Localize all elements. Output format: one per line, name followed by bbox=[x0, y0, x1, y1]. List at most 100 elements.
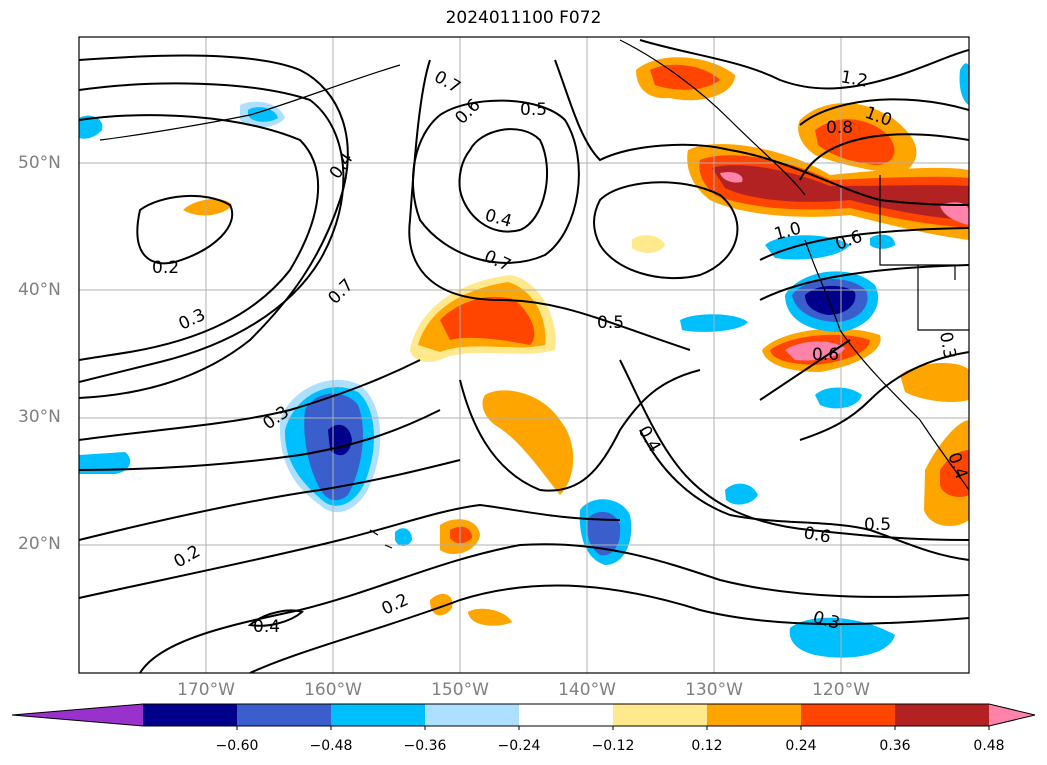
negative-anomaly-area bbox=[805, 285, 856, 315]
negative-anomaly-area bbox=[248, 107, 278, 122]
lon-tick-label: 120°W bbox=[812, 680, 870, 700]
contour-label: 0.7 bbox=[324, 275, 357, 308]
positive-anomaly-area bbox=[815, 119, 895, 165]
contour-line bbox=[759, 339, 851, 401]
contour-line bbox=[759, 264, 969, 301]
contour-label: 0.6 bbox=[833, 227, 865, 255]
positive-anomaly-area bbox=[940, 450, 969, 497]
positive-anomaly-area bbox=[785, 341, 845, 361]
contour-line bbox=[408, 59, 691, 351]
map-title: 2024011100 F072 bbox=[445, 8, 602, 28]
lon-tick-label: 140°W bbox=[558, 680, 616, 700]
positive-anomaly-area bbox=[720, 172, 743, 183]
lat-tick-label: 20°N bbox=[18, 534, 61, 554]
plot-frame bbox=[78, 36, 970, 674]
contour-line bbox=[639, 429, 969, 561]
positive-anomaly-area bbox=[632, 235, 665, 253]
positive-anomaly-area bbox=[900, 363, 969, 403]
contour-label: 0.3 bbox=[176, 305, 209, 335]
colorbar-label: 0.24 bbox=[785, 738, 817, 754]
positive-anomaly-area bbox=[482, 390, 574, 495]
contour-line bbox=[79, 54, 349, 399]
negative-anomaly-area bbox=[870, 234, 895, 249]
contour-lines bbox=[79, 39, 969, 673]
negative-anomaly-area bbox=[725, 483, 758, 505]
colorbar-label: −0.36 bbox=[403, 738, 447, 754]
colorbar-swatch bbox=[613, 704, 708, 726]
lat-tick-label: 50°N bbox=[18, 153, 61, 173]
contour-label: 0.2 bbox=[152, 258, 179, 278]
contour-label: 0.5 bbox=[864, 515, 891, 535]
canada-coast bbox=[619, 39, 806, 196]
contour-line bbox=[249, 584, 969, 673]
positive-anomaly-area bbox=[650, 64, 720, 90]
contour-line bbox=[139, 543, 969, 673]
contour-line bbox=[799, 133, 969, 181]
contour-line bbox=[593, 181, 739, 280]
contour-label: 1.2 bbox=[839, 67, 869, 91]
contour-line bbox=[639, 39, 969, 90]
colorbar-outline bbox=[11, 703, 1036, 727]
colorbar-label: −0.12 bbox=[591, 738, 635, 754]
coastlines bbox=[99, 39, 970, 549]
colorbar-swatch bbox=[237, 704, 332, 726]
positive-anomaly-area bbox=[468, 608, 512, 626]
contour-label: 0.4 bbox=[634, 423, 665, 456]
contour-line bbox=[79, 503, 621, 599]
contour-line bbox=[136, 194, 233, 265]
contour-line bbox=[759, 227, 969, 261]
contour-label: 0.6 bbox=[812, 345, 839, 365]
contour-line bbox=[799, 98, 969, 126]
contour-label: 0.7 bbox=[431, 67, 464, 98]
positive-anomaly-area bbox=[440, 296, 535, 345]
colorbar-swatch bbox=[331, 704, 426, 726]
contour-label: 0.4 bbox=[326, 149, 358, 183]
contour-label: 0.8 bbox=[826, 118, 853, 138]
negative-anomaly-area bbox=[79, 115, 103, 139]
lon-tick-label: 160°W bbox=[304, 680, 362, 700]
contour-line bbox=[79, 82, 345, 383]
colorbar-label: −0.60 bbox=[215, 738, 259, 754]
contour-label: 0.2 bbox=[171, 541, 204, 572]
contour-line bbox=[247, 609, 305, 627]
lon-tick-label: 130°W bbox=[685, 680, 743, 700]
positive-anomaly-area bbox=[450, 526, 472, 544]
negative-anomaly-area bbox=[815, 387, 862, 409]
contour-label: 0.7 bbox=[481, 246, 514, 276]
colorbar-label: −0.24 bbox=[497, 738, 541, 754]
positive-anomaly-area bbox=[940, 202, 969, 225]
colorbar-swatch bbox=[801, 704, 896, 726]
us-west-coast bbox=[804, 239, 970, 491]
negative-anomaly-area bbox=[959, 63, 969, 105]
hawaii-islands bbox=[369, 529, 393, 549]
contour-line bbox=[619, 359, 969, 541]
colorbar-label: 0.36 bbox=[879, 738, 911, 754]
negative-anomaly-area bbox=[789, 617, 895, 658]
contour-line bbox=[458, 128, 548, 233]
state-borders bbox=[879, 175, 969, 331]
lon-tick-label: 150°W bbox=[431, 680, 489, 700]
contour-line bbox=[79, 409, 441, 471]
lon-tick-label: 170°W bbox=[177, 680, 235, 700]
contour-label: 0.6 bbox=[802, 523, 832, 547]
contour-label: 0.6 bbox=[451, 95, 484, 128]
negative-anomaly-area bbox=[79, 452, 131, 474]
colorbar-swatch bbox=[143, 704, 238, 726]
contour-line bbox=[412, 99, 580, 264]
colorbar-swatch bbox=[895, 704, 990, 726]
contour-label: 0.5 bbox=[520, 100, 547, 120]
alaska-coast bbox=[99, 64, 401, 141]
contour-label: 0.4 bbox=[483, 206, 514, 232]
colorbar-label: 0.48 bbox=[973, 738, 1005, 754]
contour-label: 0.5 bbox=[597, 313, 624, 333]
colorbar-extension-low bbox=[12, 704, 143, 726]
negative-anomaly-area bbox=[395, 528, 412, 546]
colorbar-swatch bbox=[519, 704, 614, 726]
contour-label: 0.4 bbox=[253, 617, 280, 637]
lat-tick-label: 30°N bbox=[18, 407, 61, 427]
colorbar-extension-high bbox=[989, 704, 1035, 726]
colorbar-label: −0.48 bbox=[309, 738, 353, 754]
contour-label: 0.2 bbox=[379, 590, 412, 620]
contour-line bbox=[459, 369, 701, 492]
